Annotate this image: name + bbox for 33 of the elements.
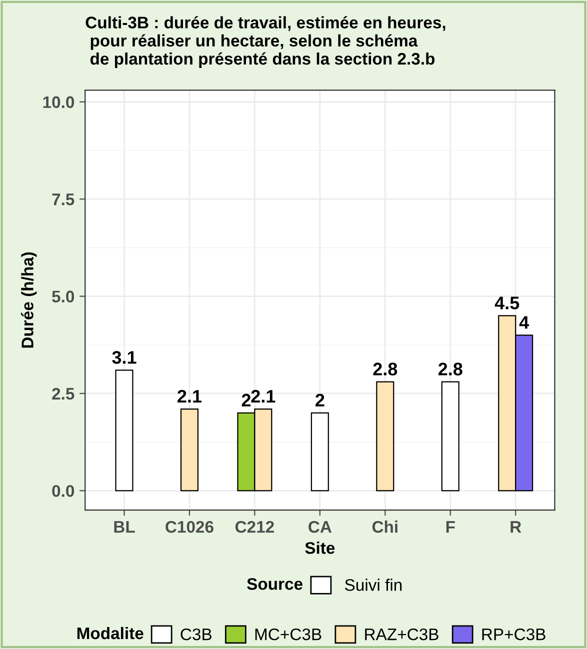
legend-label: RAZ+C3B [365,628,438,640]
x-tick-label: Chi [372,520,398,533]
x-tick-label: CA [308,520,332,533]
legend-title: Modalite [77,626,144,640]
legend-label: C3B [180,628,212,640]
data-label: 3.1 [112,351,136,364]
y-axis-title: Durée (h/ha) [21,252,37,348]
chart-title: Culti-3B : durée de travail, estimée en heures, pour réaliser un hectare, selon le schéma de plantation présenté dans la section 2.3.b [86,16,446,68]
y-tick-label: 10.0 [43,96,74,108]
text: Suivi fin [345,578,402,591]
legend-label: MC+C3B [255,628,322,640]
bar [180,408,199,492]
data-label: 2.1 [178,390,202,402]
x-tick-label: BL [114,521,135,533]
x-tick-label: R [510,521,522,533]
y-tick-label: 2.5 [52,388,74,400]
x-tick-label: C1026 [166,520,214,533]
text: Source [247,578,302,590]
bar [376,381,394,492]
data-label: 2.8 [438,362,462,376]
data-label: 4 [519,316,529,329]
data-label: 2.8 [373,362,398,376]
y-tick-label: 7.5 [52,194,74,206]
y-tick-label: 0.0 [52,485,74,497]
data-label: 2 [316,394,324,406]
data-label: 2 [242,394,251,406]
x-axis-title: Site [305,542,335,554]
x-tick-label: C212 [235,520,274,533]
data-label: 2.1 [251,390,276,402]
x-tick-label: F [446,521,455,533]
y-tick-label: 5.0 [52,290,74,302]
legend-label: RP+C3B [482,628,546,640]
data-label: 4.5 [494,296,520,310]
